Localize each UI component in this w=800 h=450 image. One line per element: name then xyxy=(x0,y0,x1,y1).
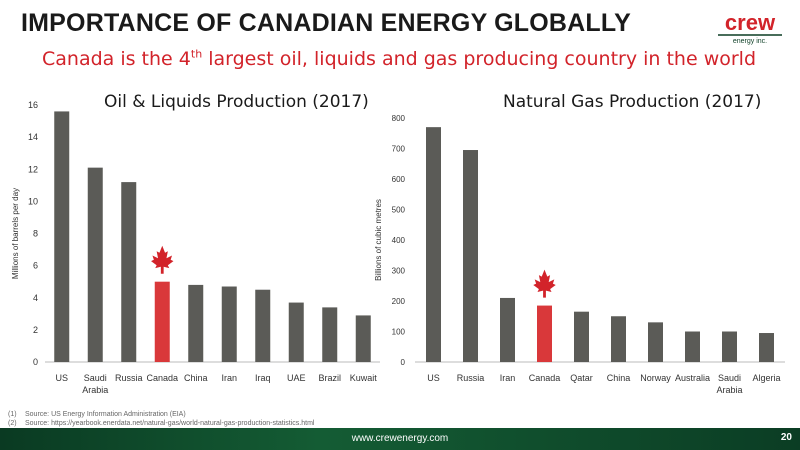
bar-australia xyxy=(685,331,700,362)
crew-logo: crew energy inc. xyxy=(718,10,782,45)
y-tick-label: 16 xyxy=(28,100,38,110)
bar-canada xyxy=(154,281,170,362)
bar-china xyxy=(188,284,204,362)
bar-russia xyxy=(121,182,137,362)
footer-bar: www.crewenergy.com 20 xyxy=(0,428,800,450)
bar-iraq xyxy=(255,289,271,362)
category-label: Iran xyxy=(500,373,516,383)
gas-chart-title: Natural Gas Production (2017) xyxy=(503,92,762,112)
logo-subtext: energy inc. xyxy=(733,38,767,45)
bar-canada xyxy=(537,305,552,362)
footnote-text: Source: US Energy Information Administra… xyxy=(25,411,186,418)
category-label: Algeria xyxy=(752,373,780,383)
bar-iran xyxy=(221,286,237,362)
bar-uae xyxy=(288,302,304,362)
category-label: US xyxy=(55,373,68,383)
category-label: Kuwait xyxy=(350,373,378,383)
bar-china xyxy=(611,316,626,362)
bar-kuwait xyxy=(355,315,371,362)
category-label: Iran xyxy=(221,373,237,383)
y-tick-label: 4 xyxy=(33,293,38,303)
bar-russia xyxy=(463,150,478,362)
bar-algeria xyxy=(759,333,774,362)
footnote-text: Source: https://yearbook.enerdata.net/na… xyxy=(25,420,315,427)
category-label: Russia xyxy=(457,373,485,383)
footnote-2: (2) Source: https://yearbook.enerdata.net… xyxy=(8,419,314,428)
y-tick-label: 400 xyxy=(392,236,406,245)
y-tick-label: 12 xyxy=(28,164,38,174)
page-number: 20 xyxy=(780,432,792,443)
category-label: UAE xyxy=(287,373,306,383)
y-tick-label: 10 xyxy=(28,196,38,206)
footnotes: (1) Source: US Energy Information Adminis… xyxy=(8,410,314,428)
bar-brazil xyxy=(322,307,338,362)
y-tick-label: 700 xyxy=(392,145,406,154)
bar-qatar xyxy=(574,311,589,362)
bar-saudi-arabia xyxy=(722,331,737,362)
y-tick-label: 2 xyxy=(33,325,38,335)
category-label: Iraq xyxy=(255,373,271,383)
category-label: China xyxy=(184,373,208,383)
y-tick-label: 14 xyxy=(28,132,38,142)
y-tick-label: 200 xyxy=(392,297,406,306)
category-label: Saudi Arabia xyxy=(716,373,742,395)
bar-us xyxy=(426,127,441,363)
footnote-1: (1) Source: US Energy Information Adminis… xyxy=(8,410,314,419)
y-tick-label: 0 xyxy=(33,357,38,367)
subtitle-text-post: largest oil, liquids and gas producing c… xyxy=(202,48,757,70)
category-label: US xyxy=(427,373,440,383)
y-tick-label: 100 xyxy=(392,328,406,337)
slide-subtitle: Canada is the 4th largest oil, liquids a… xyxy=(42,48,756,70)
slide-title: IMPORTANCE OF CANADIAN ENERGY GLOBALLY xyxy=(21,9,631,37)
category-label: Canada xyxy=(529,373,561,383)
y-tick-label: 600 xyxy=(392,175,406,184)
category-label: Russia xyxy=(115,373,143,383)
oil-chart-title: Oil & Liquids Production (2017) xyxy=(104,92,369,112)
category-label: Canada xyxy=(146,373,178,383)
y-tick-label: 8 xyxy=(33,229,38,239)
logo-wordmark: crew xyxy=(725,10,776,35)
subtitle-superscript: th xyxy=(190,47,203,61)
subtitle-text-pre: Canada is the 4 xyxy=(42,48,191,70)
y-tick-label: 0 xyxy=(401,358,406,367)
maple-leaf-icon xyxy=(151,245,174,274)
category-label: China xyxy=(607,373,631,383)
y-tick-label: 300 xyxy=(392,267,406,276)
y-tick-label: 500 xyxy=(392,206,406,215)
y-axis-label: Billions of cubic metres xyxy=(374,199,383,281)
y-axis-label: Millions of barrels per day xyxy=(11,188,20,279)
category-label: Saudi Arabia xyxy=(82,373,108,395)
y-tick-label: 800 xyxy=(392,114,406,123)
footer-website-link[interactable]: www.crewenergy.com xyxy=(351,433,449,444)
category-label: Qatar xyxy=(570,373,593,383)
category-label: Norway xyxy=(640,373,671,383)
bar-norway xyxy=(648,322,663,362)
category-label: Australia xyxy=(675,373,710,383)
y-tick-label: 6 xyxy=(33,261,38,271)
category-label: Brazil xyxy=(318,373,341,383)
bar-saudi-arabia xyxy=(87,167,103,362)
maple-leaf-icon xyxy=(533,269,556,298)
footnote-number: (1) xyxy=(8,411,17,418)
footnote-number: (2) xyxy=(8,420,17,427)
bar-us xyxy=(54,111,70,362)
bar-iran xyxy=(500,297,515,362)
